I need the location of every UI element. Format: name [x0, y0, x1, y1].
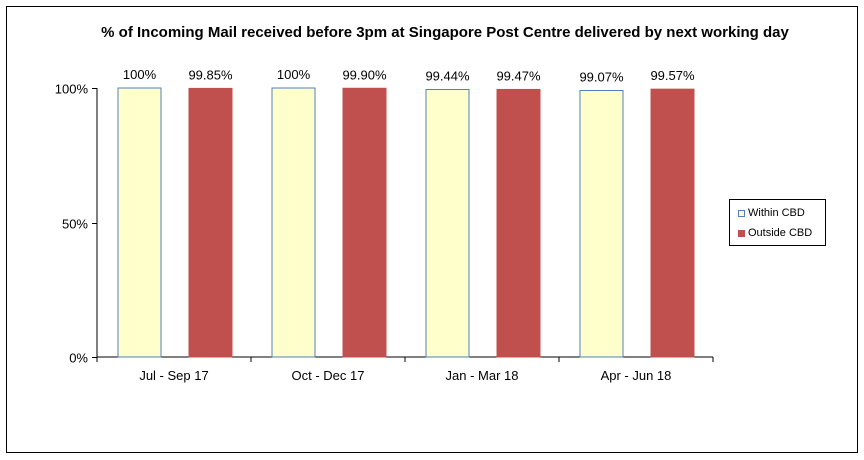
bar-outside-cbd: [650, 88, 695, 358]
legend-swatch-outside-cbd: [738, 229, 745, 237]
legend-label-outside-cbd: Outside CBD: [748, 227, 813, 239]
y-tick-label: 0%: [69, 351, 88, 366]
bar-within-cbd: [579, 90, 624, 358]
x-tick-label: Jan - Mar 18: [446, 368, 519, 383]
x-tick-label: Apr - Jun 18: [601, 368, 672, 383]
legend-item-outside-cbd: Outside CBD: [738, 227, 812, 239]
bar-outside-cbd: [188, 87, 233, 358]
data-label: 99.47%: [496, 68, 541, 83]
chart-title: % of Incoming Mail received before 3pm a…: [101, 24, 789, 41]
data-label: 99.85%: [188, 67, 233, 82]
data-label: 99.57%: [650, 68, 695, 83]
x-tick-label: Oct - Dec 17: [292, 368, 365, 383]
data-label: 99.44%: [425, 69, 470, 84]
legend-item-within-cbd: Within CBD: [738, 207, 805, 219]
data-label: 99.90%: [342, 67, 387, 82]
bar-within-cbd: [425, 89, 470, 358]
bar-outside-cbd: [496, 88, 541, 358]
bar-within-cbd: [117, 87, 162, 358]
bar-within-cbd: [271, 87, 316, 358]
legend-label-within-cbd: Within CBD: [748, 207, 805, 219]
legend: Within CBD Outside CBD: [729, 199, 826, 246]
data-label: 100%: [123, 67, 157, 82]
data-label: 100%: [277, 67, 311, 82]
legend-swatch-within-cbd: [738, 209, 745, 217]
x-tick-label: Jul - Sep 17: [139, 368, 208, 383]
y-tick-label: 50%: [62, 217, 88, 232]
bar-outside-cbd: [342, 87, 387, 358]
data-label: 99.07%: [579, 70, 624, 85]
y-tick-label: 100%: [55, 82, 89, 97]
